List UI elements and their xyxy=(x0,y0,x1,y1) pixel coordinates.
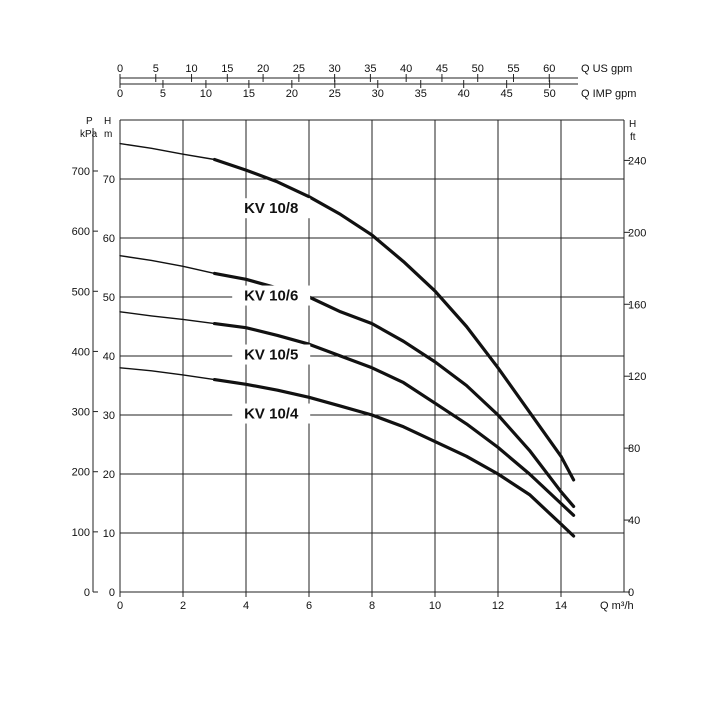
top-axis-us-tick-label: 15 xyxy=(221,63,233,75)
top-axis-imp-tick-label: 10 xyxy=(200,88,212,100)
top-axis-imp-tick-label: 40 xyxy=(458,88,470,100)
series-label-background xyxy=(232,285,311,306)
series-line xyxy=(212,157,576,482)
ft-axis-top-label: H xyxy=(629,119,636,130)
series-line xyxy=(212,378,576,538)
ft-axis-tick-label: 40 xyxy=(628,515,640,527)
top-axis-imp-tick-label: 20 xyxy=(286,88,298,100)
m-axis-tick-label: 20 xyxy=(103,469,115,481)
x-axis-tick-label: 0 xyxy=(117,600,123,612)
ft-axis-tick-label: 80 xyxy=(628,443,640,455)
top-axis-us-tick-label: 0 xyxy=(117,63,123,75)
kpa-axis-tick-label: 100 xyxy=(72,527,90,539)
x-axis-tick-label: 12 xyxy=(492,600,504,612)
top-axis-us-label: Q US gpm xyxy=(581,63,632,75)
top-axis-us-tick-label: 60 xyxy=(543,63,555,75)
m-axis-tick-label: 70 xyxy=(103,174,115,186)
kpa-axis-top-label: P xyxy=(86,116,93,127)
kpa-axis-tick-label: 400 xyxy=(72,346,90,358)
x-axis-label: Q m³/h xyxy=(600,600,634,612)
series-labels: KV 10/8 KV 10/6 KV 10/5 KV 10/4 xyxy=(232,198,311,424)
top-axis-imp-label: Q IMP gpm xyxy=(581,88,636,100)
top-axis-us-tick-label: 50 xyxy=(472,63,484,75)
top-axis-imp-tick-label: 50 xyxy=(543,88,555,100)
x-axis-tick-label: 10 xyxy=(429,600,441,612)
x-axis-tick-label: 8 xyxy=(369,600,375,612)
top-axis-imp-tick-label: 35 xyxy=(415,88,427,100)
top-axis-imp-tick-label: 5 xyxy=(160,88,166,100)
series-label-background xyxy=(232,403,311,424)
series-line xyxy=(212,322,576,517)
ft-axis-unit-label: ft xyxy=(630,132,636,143)
kpa-axis-tick-label: 300 xyxy=(72,407,90,419)
kpa-axis-tick-label: 200 xyxy=(72,467,90,479)
series-label: KV 10/5 xyxy=(244,347,298,364)
top-axis-imp-tick-label: 15 xyxy=(243,88,255,100)
top-axis-us-tick-label: 10 xyxy=(185,63,197,75)
series-label: KV 10/6 xyxy=(244,288,298,305)
ft-axis-tick-label: 120 xyxy=(628,371,646,383)
m-axis-tick-label: 30 xyxy=(103,410,115,422)
series-line-thin xyxy=(119,311,216,325)
top-axis-us-tick-label: 30 xyxy=(329,63,341,75)
ft-axis-tick-label: 200 xyxy=(628,227,646,239)
ft-axis-tick-label: 160 xyxy=(628,299,646,311)
series-label: KV 10/4 xyxy=(244,406,299,423)
top-axis-imp-tick-label: 0 xyxy=(117,88,123,100)
grid xyxy=(119,119,625,593)
m-axis-tick-label: 10 xyxy=(103,528,115,540)
axes: 0 2 4 6 8 10 12 1401020304050607001002003004005… xyxy=(72,63,647,612)
kpa-axis-tick-label: 500 xyxy=(72,286,90,298)
m-axis-tick-label: 40 xyxy=(103,351,115,363)
kpa-axis-tick-label: 600 xyxy=(72,226,90,238)
ft-axis-tick-label: 240 xyxy=(628,155,646,167)
ft-axis-tick-label: 0 xyxy=(628,587,634,599)
top-axis-imp-tick-label: 25 xyxy=(329,88,341,100)
top-axis-us-tick-label: 40 xyxy=(400,63,412,75)
series-line-thin xyxy=(119,142,216,161)
kpa-axis-tick-label: 700 xyxy=(72,166,90,178)
x-axis-tick-label: 14 xyxy=(555,600,567,612)
x-axis-tick-label: 4 xyxy=(243,600,249,612)
kpa-axis-unit-label: kPa xyxy=(80,129,98,140)
m-axis-top-label: H xyxy=(104,116,111,127)
m-axis-unit-label: m xyxy=(104,129,112,140)
top-axis-us-tick-label: 55 xyxy=(507,63,519,75)
kpa-axis-tick-label: 0 xyxy=(84,587,90,599)
top-axis-us-tick-label: 25 xyxy=(293,63,305,75)
m-axis-tick-label: 50 xyxy=(103,292,115,304)
x-axis-tick-label: 2 xyxy=(180,600,186,612)
top-axis-us-tick-label: 20 xyxy=(257,63,269,75)
m-axis-tick-label: 60 xyxy=(103,233,115,245)
series-label-background xyxy=(232,198,311,219)
series-label-background xyxy=(232,344,311,365)
series-label: KV 10/8 xyxy=(244,200,298,217)
x-axis-tick-label: 6 xyxy=(306,600,312,612)
top-axis-us-tick-label: 35 xyxy=(364,63,376,75)
performance-curves xyxy=(119,142,576,538)
series-line-thin xyxy=(119,254,216,275)
m-axis-tick-label: 0 xyxy=(109,587,115,599)
series-line-thin xyxy=(119,367,216,381)
top-axis-us-tick-label: 5 xyxy=(153,63,159,75)
top-axis-imp-tick-label: 30 xyxy=(372,88,384,100)
top-axis-us-tick-label: 45 xyxy=(436,63,448,75)
top-axis-imp-tick-label: 45 xyxy=(501,88,513,100)
